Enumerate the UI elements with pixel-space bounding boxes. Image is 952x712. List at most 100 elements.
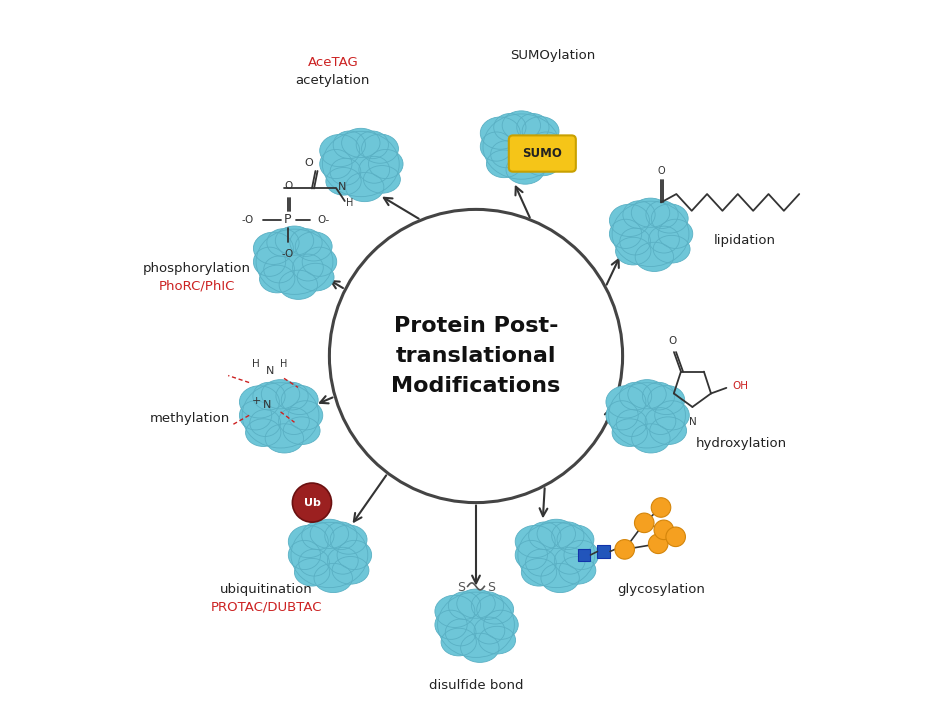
FancyBboxPatch shape	[578, 549, 590, 561]
Text: glycosylation: glycosylation	[617, 583, 704, 597]
Text: acetylation: acetylation	[296, 74, 370, 87]
Text: O: O	[657, 167, 664, 177]
Text: -O: -O	[242, 215, 254, 225]
Ellipse shape	[260, 265, 295, 293]
Ellipse shape	[620, 382, 652, 410]
Text: disulfide bond: disulfide bond	[428, 679, 524, 692]
Ellipse shape	[283, 417, 320, 444]
Ellipse shape	[483, 114, 560, 179]
Ellipse shape	[330, 158, 361, 185]
Ellipse shape	[623, 201, 655, 229]
Ellipse shape	[506, 155, 545, 184]
Ellipse shape	[608, 383, 685, 448]
Ellipse shape	[441, 628, 476, 656]
Text: S: S	[457, 581, 465, 595]
Ellipse shape	[474, 617, 505, 644]
Ellipse shape	[323, 132, 399, 197]
Ellipse shape	[520, 139, 550, 166]
Ellipse shape	[292, 254, 324, 281]
Ellipse shape	[240, 386, 279, 418]
Ellipse shape	[643, 382, 675, 410]
Text: lipidation: lipidation	[714, 234, 776, 247]
Ellipse shape	[253, 247, 286, 276]
Ellipse shape	[325, 522, 357, 550]
Text: N: N	[266, 367, 274, 377]
Ellipse shape	[616, 237, 651, 265]
Ellipse shape	[262, 379, 300, 409]
Ellipse shape	[609, 219, 642, 248]
Ellipse shape	[288, 401, 323, 430]
Ellipse shape	[256, 229, 333, 294]
Ellipse shape	[320, 135, 360, 167]
Ellipse shape	[275, 226, 314, 255]
Text: -O: -O	[282, 249, 293, 259]
Ellipse shape	[484, 610, 518, 639]
Ellipse shape	[651, 204, 688, 233]
Ellipse shape	[337, 540, 371, 570]
Ellipse shape	[327, 548, 358, 574]
Ellipse shape	[448, 592, 481, 619]
Ellipse shape	[522, 558, 557, 586]
Ellipse shape	[364, 166, 401, 193]
Ellipse shape	[294, 558, 329, 586]
Text: PROTAC/DUBTAC: PROTAC/DUBTAC	[210, 601, 323, 614]
Ellipse shape	[359, 157, 389, 183]
Text: H: H	[347, 198, 353, 208]
Text: AceTAG: AceTAG	[307, 56, 358, 69]
Ellipse shape	[326, 167, 361, 195]
Circle shape	[648, 534, 668, 553]
Ellipse shape	[342, 128, 380, 157]
Text: O: O	[304, 157, 313, 167]
Ellipse shape	[515, 540, 547, 570]
Ellipse shape	[332, 557, 369, 584]
Ellipse shape	[564, 540, 599, 570]
Ellipse shape	[494, 113, 526, 141]
Ellipse shape	[356, 131, 388, 159]
Ellipse shape	[481, 132, 512, 161]
Ellipse shape	[291, 523, 367, 587]
FancyBboxPatch shape	[508, 135, 576, 172]
FancyBboxPatch shape	[598, 545, 610, 557]
Ellipse shape	[557, 525, 594, 554]
Ellipse shape	[635, 242, 674, 271]
Ellipse shape	[297, 263, 334, 291]
Circle shape	[634, 513, 654, 533]
Text: S: S	[487, 581, 495, 595]
Ellipse shape	[648, 226, 680, 253]
Ellipse shape	[606, 401, 638, 430]
Ellipse shape	[551, 522, 584, 550]
Circle shape	[651, 498, 671, 517]
Ellipse shape	[264, 256, 294, 283]
Text: methylation: methylation	[149, 412, 229, 425]
Ellipse shape	[314, 563, 352, 592]
Text: SUMOylation: SUMOylation	[510, 49, 595, 63]
Ellipse shape	[522, 117, 559, 146]
Ellipse shape	[330, 525, 367, 554]
Ellipse shape	[479, 627, 516, 654]
Ellipse shape	[333, 131, 366, 159]
Ellipse shape	[246, 419, 281, 446]
Ellipse shape	[649, 417, 686, 444]
Ellipse shape	[240, 401, 271, 430]
Ellipse shape	[559, 557, 596, 584]
Ellipse shape	[276, 382, 308, 410]
Ellipse shape	[446, 619, 476, 646]
Ellipse shape	[477, 595, 514, 624]
Ellipse shape	[517, 113, 549, 141]
Text: hydroxylation: hydroxylation	[696, 436, 787, 450]
Ellipse shape	[253, 232, 293, 264]
Ellipse shape	[631, 198, 669, 227]
Ellipse shape	[310, 519, 348, 548]
Ellipse shape	[289, 229, 322, 256]
Ellipse shape	[302, 247, 337, 276]
Ellipse shape	[528, 522, 561, 550]
Ellipse shape	[281, 385, 318, 414]
Circle shape	[292, 483, 331, 522]
Ellipse shape	[537, 519, 575, 548]
Circle shape	[654, 520, 674, 540]
Ellipse shape	[647, 385, 684, 414]
Text: SUMO: SUMO	[523, 147, 563, 160]
Ellipse shape	[606, 386, 645, 418]
Ellipse shape	[249, 409, 281, 436]
Text: H: H	[280, 360, 288, 370]
